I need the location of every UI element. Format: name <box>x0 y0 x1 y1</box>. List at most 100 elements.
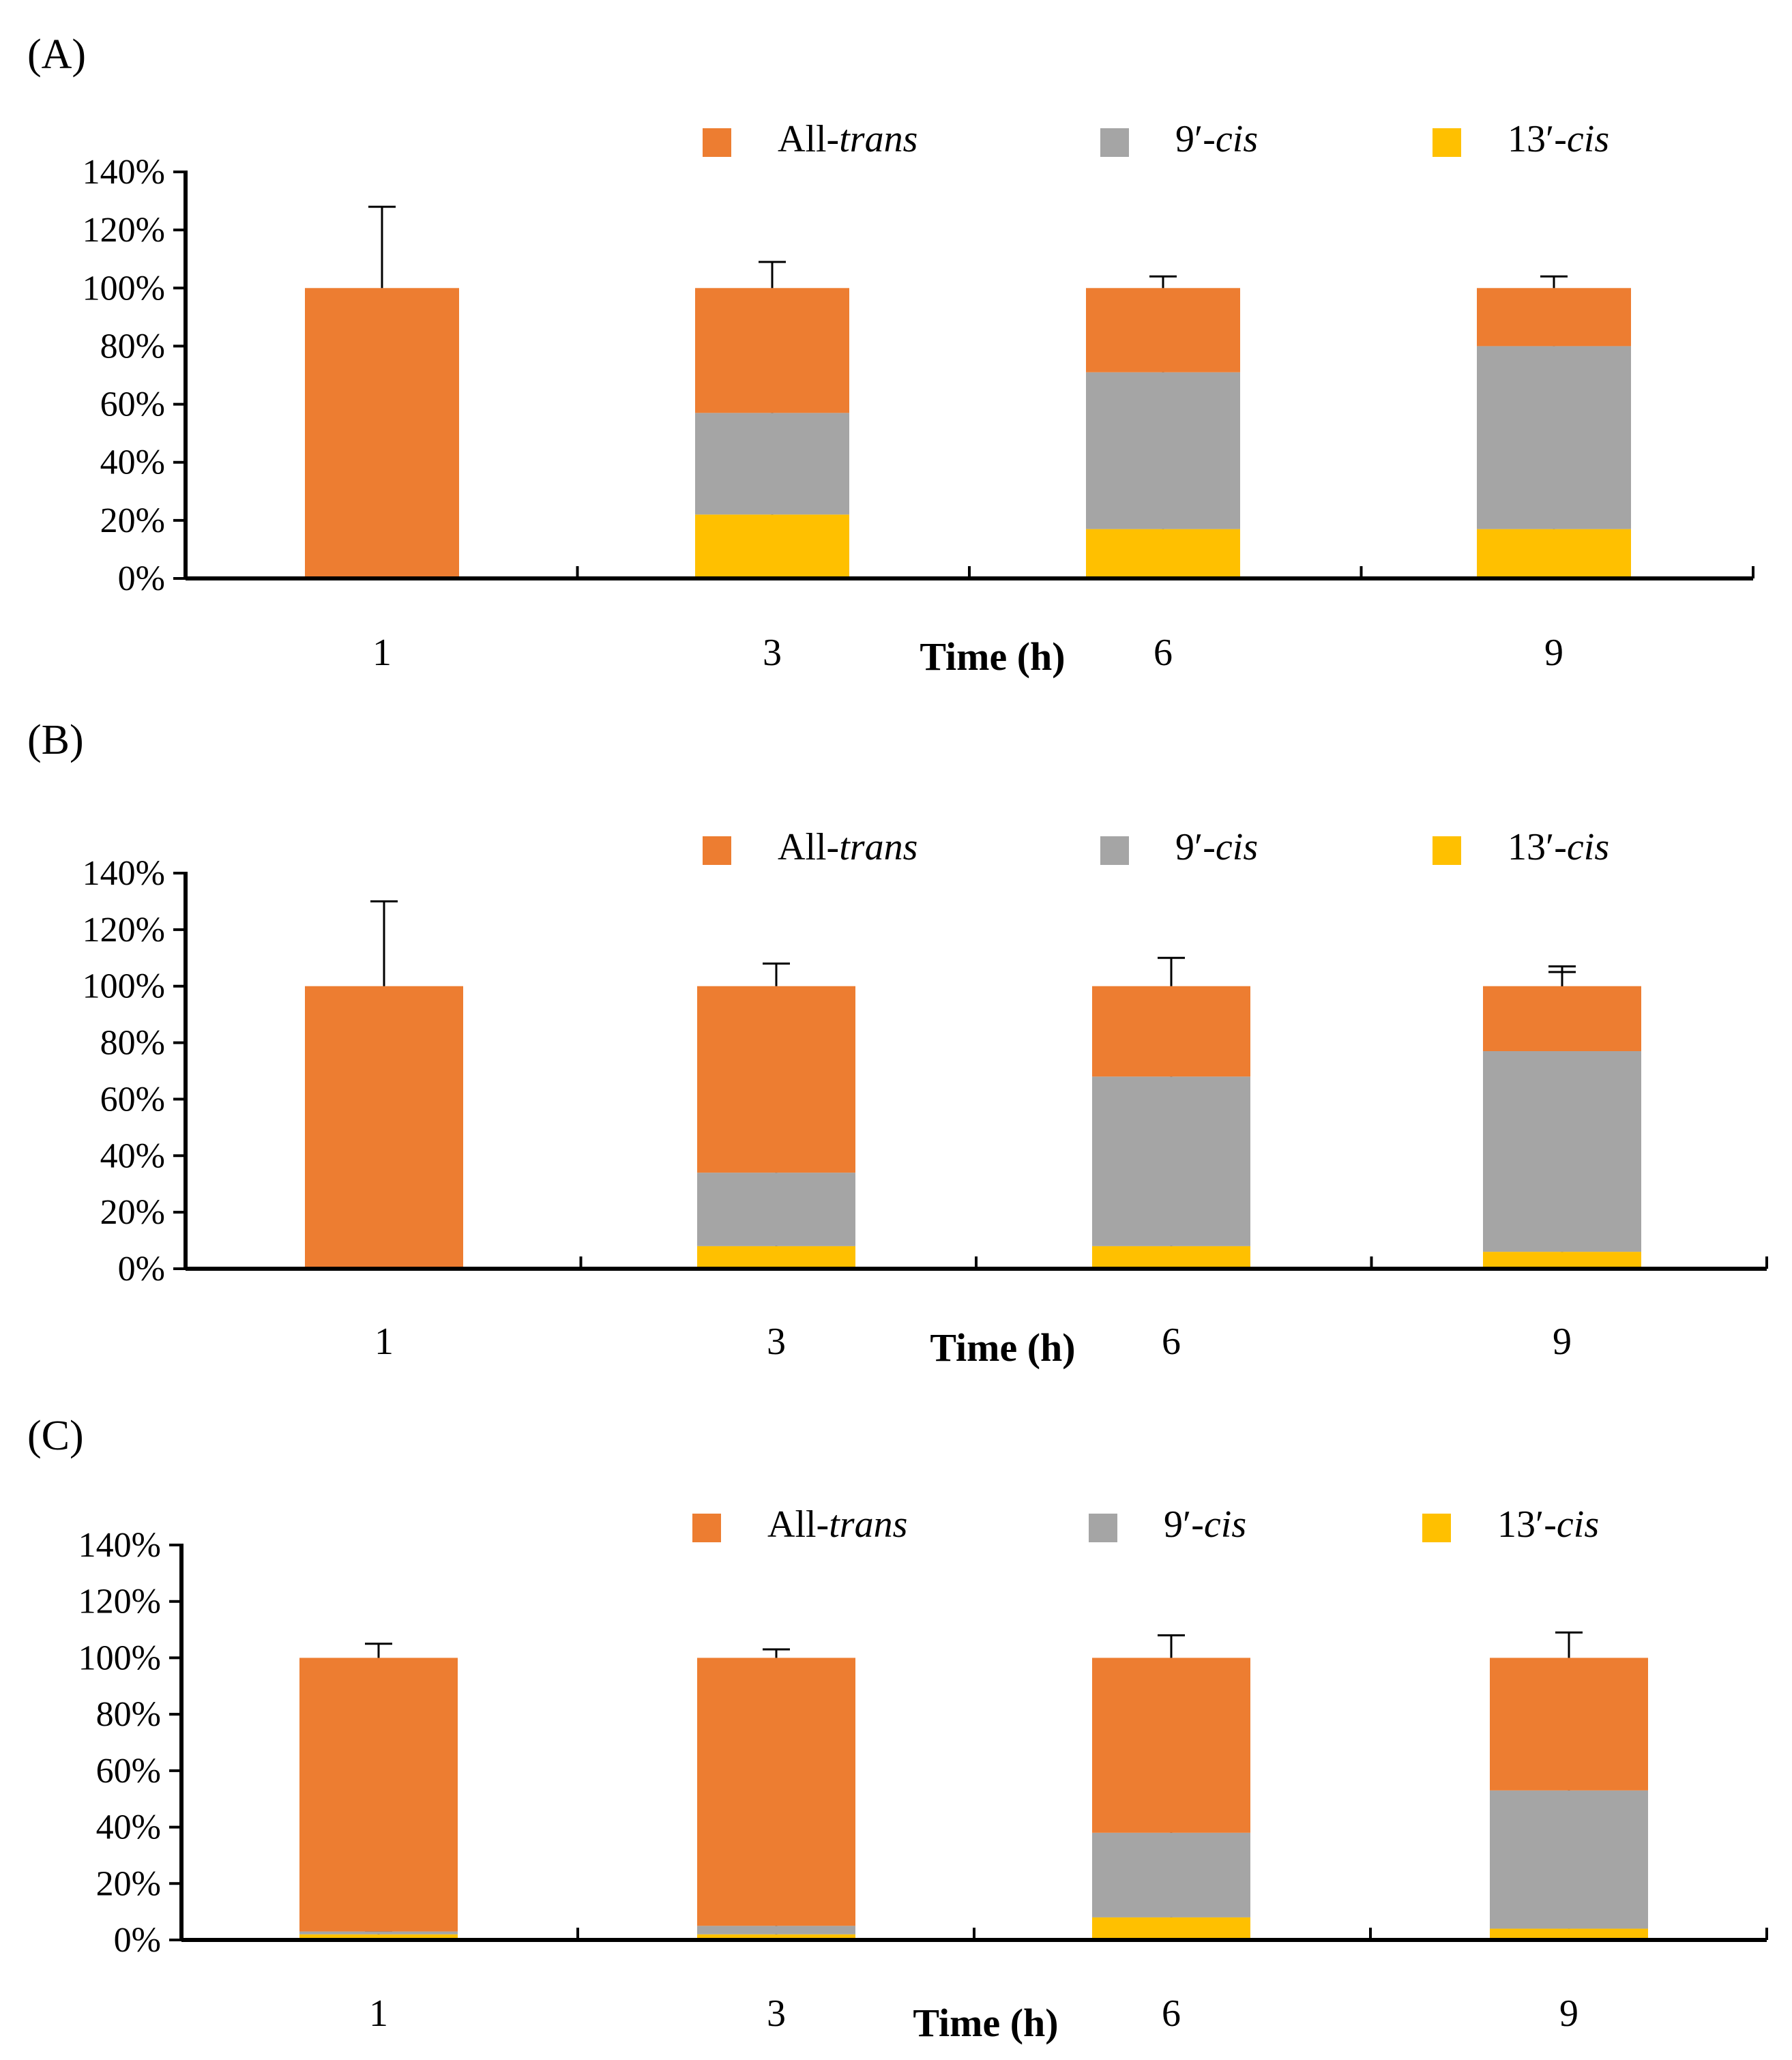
bar-13-cis-t6 <box>1092 1917 1250 1940</box>
bar-13-cis-t6 <box>1086 529 1240 578</box>
y-tick-label: 100% <box>78 1638 161 1677</box>
error-bar <box>1158 956 1185 986</box>
y-tick-label: 120% <box>83 911 165 950</box>
legend-label-3: 13′-cis <box>1508 118 1609 160</box>
panel-label: (B) <box>27 717 84 763</box>
legend-swatch-3 <box>1433 836 1461 865</box>
x-tick-label: 1 <box>374 1321 394 1363</box>
x-axis-title: Time (h) <box>913 2001 1058 2045</box>
legend-label-1: All-trans <box>778 826 917 868</box>
bar-all-trans-t1 <box>305 288 459 578</box>
x-tick-label: 1 <box>369 1992 388 2035</box>
bar-all-trans-t3 <box>695 288 849 413</box>
legend-label-2: 9′-cis <box>1164 1503 1246 1546</box>
legend-swatch-2 <box>1089 1514 1117 1542</box>
y-tick-label: 100% <box>83 269 165 308</box>
bar-all-trans-t9 <box>1483 986 1641 1051</box>
bar-13-cis-t9 <box>1477 529 1631 578</box>
bar-all-trans-t1 <box>299 1658 458 1932</box>
x-tick-label: 3 <box>763 632 782 674</box>
y-tick-label: 120% <box>83 211 165 250</box>
y-tick-label: 20% <box>100 501 165 540</box>
legend-label-3: 13′-cis <box>1497 1503 1599 1546</box>
legend-label-1: All-trans <box>767 1503 907 1546</box>
x-tick-label: 6 <box>1162 1992 1181 2035</box>
x-axis-title: Time (h) <box>930 1325 1075 1370</box>
legend-swatch-1 <box>692 1514 721 1542</box>
bar-9-cis-t3 <box>697 1173 855 1246</box>
bar-13-cis-t9 <box>1483 1252 1641 1269</box>
y-tick-label: 40% <box>100 443 165 482</box>
bar-all-trans-t9 <box>1477 288 1631 347</box>
y-tick-label: 0% <box>118 559 165 598</box>
error-bar <box>370 900 398 986</box>
y-tick-label: 40% <box>100 1136 165 1175</box>
bar-13-cis-t3 <box>697 1246 855 1269</box>
error-bar <box>365 1643 392 1658</box>
bar-9-cis-t3 <box>697 1926 855 1934</box>
bar-9-cis-t6 <box>1086 372 1240 529</box>
bar-9-cis-t9 <box>1490 1790 1648 1929</box>
y-tick-label: 140% <box>78 1526 161 1565</box>
error-bar <box>1540 275 1568 289</box>
y-tick-label: 60% <box>96 1752 161 1791</box>
x-tick-label: 9 <box>1559 1992 1578 2035</box>
error-bar <box>1158 1634 1185 1658</box>
bar-all-trans-t3 <box>697 1658 855 1926</box>
y-tick-label: 60% <box>100 385 165 424</box>
x-tick-label: 9 <box>1553 1321 1572 1363</box>
bar-9-cis-t1 <box>299 1931 458 1934</box>
legend-label-2: 9′-cis <box>1175 826 1258 868</box>
y-tick-label: 20% <box>100 1193 165 1232</box>
x-tick-label: 3 <box>767 1992 786 2035</box>
error-bar <box>763 962 790 986</box>
bar-all-trans-t6 <box>1092 1658 1250 1833</box>
bar-9-cis-t3 <box>695 413 849 515</box>
y-tick-label: 140% <box>83 854 165 893</box>
y-tick-label: 60% <box>100 1080 165 1119</box>
error-bar <box>368 205 396 289</box>
y-tick-label: 40% <box>96 1808 161 1847</box>
error-bar <box>1555 1631 1583 1658</box>
bar-all-trans-t6 <box>1092 986 1250 1077</box>
legend-swatch-1 <box>703 836 731 865</box>
error-bar <box>759 261 786 289</box>
error-bar <box>1149 275 1177 289</box>
panel-label: (C) <box>27 1413 84 1459</box>
bar-9-cis-t6 <box>1092 1076 1250 1246</box>
y-tick-label: 80% <box>96 1695 161 1734</box>
x-tick-label: 9 <box>1544 632 1563 674</box>
legend-label-3: 13′-cis <box>1508 826 1609 868</box>
error-bar <box>1548 965 1576 986</box>
legend-label-2: 9′-cis <box>1175 118 1258 160</box>
legend-swatch-2 <box>1100 836 1129 865</box>
legend-label-1: All-trans <box>778 118 917 160</box>
y-tick-label: 80% <box>100 1024 165 1063</box>
legend-swatch-3 <box>1433 128 1461 157</box>
x-axis-title: Time (h) <box>920 634 1065 679</box>
bar-all-trans-t1 <box>305 986 463 1269</box>
bar-9-cis-t9 <box>1483 1051 1641 1252</box>
bar-all-trans-t3 <box>697 986 855 1173</box>
chart-panel-3: (C) All-trans 9′-cis 13′-cis 0% 20% 40% 60% 80% 1… <box>27 1413 1768 2045</box>
legend-swatch-3 <box>1422 1514 1451 1542</box>
x-tick-label: 6 <box>1154 632 1173 674</box>
y-tick-label: 80% <box>100 327 165 366</box>
y-tick-label: 0% <box>114 1921 161 1960</box>
x-tick-label: 6 <box>1162 1321 1181 1363</box>
bar-9-cis-t9 <box>1477 346 1631 529</box>
bar-13-cis-t9 <box>1490 1928 1648 1940</box>
bar-all-trans-t9 <box>1490 1658 1648 1791</box>
bar-13-cis-t1 <box>299 1934 458 1940</box>
x-tick-label: 1 <box>372 632 392 674</box>
error-bar <box>763 1648 790 1658</box>
y-tick-label: 20% <box>96 1864 161 1903</box>
bar-13-cis-t3 <box>697 1934 855 1940</box>
legend-swatch-1 <box>703 128 731 157</box>
bar-all-trans-t6 <box>1086 288 1240 372</box>
legend-swatch-2 <box>1100 128 1129 157</box>
bar-13-cis-t3 <box>695 514 849 578</box>
panel-label: (A) <box>27 31 86 78</box>
y-tick-label: 0% <box>118 1250 165 1289</box>
